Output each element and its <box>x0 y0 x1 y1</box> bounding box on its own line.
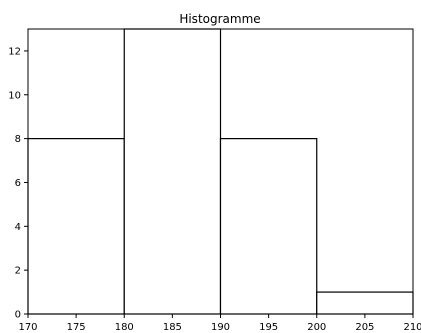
y-tick-label-0: 0 <box>15 310 21 321</box>
y-tick-label-2: 4 <box>15 222 21 233</box>
x-tick-label-3: 185 <box>163 322 182 333</box>
histogram-bar-1 <box>123 28 222 315</box>
chart-title: Histogramme <box>179 12 260 26</box>
bars-group <box>27 28 414 315</box>
x-tick-label-6: 200 <box>307 322 326 333</box>
x-tick-label-8: 210 <box>403 322 421 333</box>
y-tick-label-4: 8 <box>15 134 21 145</box>
histogram-bar-3 <box>316 291 414 315</box>
y-tick-label-5: 10 <box>8 90 21 101</box>
histogram-bar-0 <box>27 138 125 315</box>
x-tick-label-5: 195 <box>259 322 278 333</box>
x-tick-label-7: 205 <box>355 322 374 333</box>
x-tick-label-2: 180 <box>115 322 134 333</box>
axes-group: 170 175 180 185 190 195 200 205 210 0 2 4 6 8 10 12 <box>8 28 421 333</box>
x-tick-label-0: 170 <box>18 322 37 333</box>
y-tick-label-6: 12 <box>8 46 21 57</box>
x-tick-label-4: 190 <box>211 322 230 333</box>
histogram-bar-2 <box>219 138 318 315</box>
y-tick-label-3: 6 <box>15 178 21 189</box>
x-tick-label-1: 175 <box>67 322 86 333</box>
y-tick-label-1: 2 <box>15 266 21 277</box>
